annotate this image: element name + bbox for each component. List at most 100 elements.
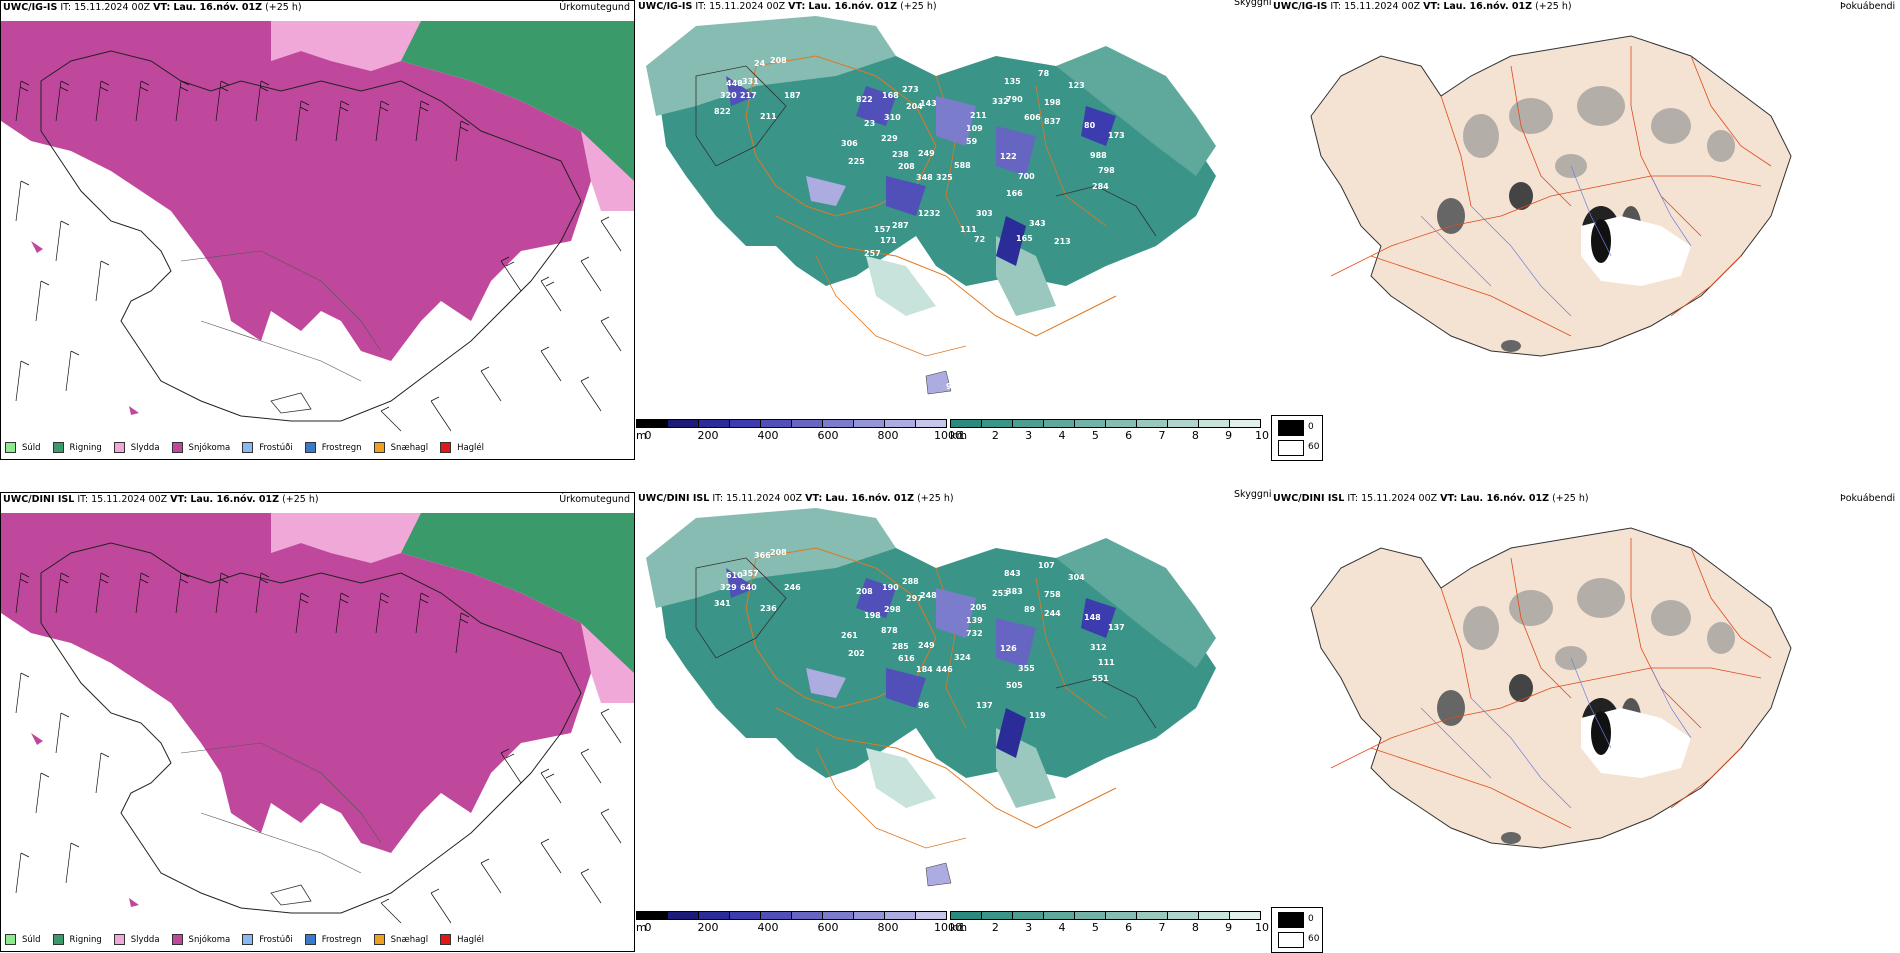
colorbar-tick: 6: [1125, 429, 1133, 442]
legend-swatch: [373, 442, 385, 453]
legend-label: Rigning: [69, 443, 102, 453]
legend-label: Rigning: [69, 935, 102, 945]
cloud-base-label: 198: [864, 611, 881, 620]
cloud-base-label: 238: [892, 150, 909, 159]
cloud-base-label: 298: [884, 605, 901, 614]
colorbar-cell: [1168, 911, 1199, 920]
legend-label: Frostregn: [321, 935, 362, 945]
colorbar-cell: [730, 911, 761, 920]
legend-swatch: [242, 934, 254, 945]
cloud-base-label: 312: [1090, 643, 1107, 652]
colorbar-cell: [792, 419, 823, 428]
cloud-base-label: 96: [918, 701, 930, 710]
visibility-unit: km: [950, 921, 968, 934]
cloud-base-label: 246: [784, 583, 801, 592]
cloud-base-label: 211: [970, 111, 987, 120]
cloud-base-label: 288: [902, 577, 919, 586]
cloud-base-label: 837: [1044, 117, 1061, 126]
panel-variable: Skyggni: [1234, 489, 1272, 500]
cloud-base-label: 303: [976, 209, 993, 218]
colorbar-tick: 4: [1058, 429, 1066, 442]
cloud-base-label: 213: [1054, 237, 1071, 246]
colorbar-tick: 5: [1091, 429, 1099, 442]
cloud-base-label: 111: [1098, 658, 1115, 667]
cloud-base-label: 217: [740, 91, 757, 100]
colorbar-cell: [699, 911, 730, 920]
colorbar-tick: 0: [644, 921, 652, 934]
cloud-base-label: 126: [1000, 644, 1017, 653]
visibility-colorbar: [950, 419, 1261, 428]
colorbar-cell: [668, 911, 699, 920]
cloud-base-label: 168: [882, 91, 899, 100]
cloud-base-label: 790: [1006, 95, 1023, 104]
cloud-base-label: 843: [1004, 569, 1021, 578]
legend-swatch: [171, 442, 183, 453]
colorbar-cell: [885, 911, 916, 920]
cloud-base-label: 187: [784, 91, 801, 100]
cloud-base-label: 208: [770, 548, 787, 557]
colorbar-tick: 9: [1225, 921, 1233, 934]
cloud-base-unit: m: [636, 921, 647, 934]
cloud-base-label: 610: [726, 571, 743, 580]
colorbar-cell: [950, 911, 982, 920]
cloud-base-label: 166: [1006, 189, 1023, 198]
cloud-base-label: 285: [892, 642, 909, 651]
precip-map: [1, 21, 634, 441]
legend-item: Slydda: [113, 934, 160, 945]
colorbar-cell: [761, 419, 792, 428]
colorbar-tick: 7: [1158, 921, 1166, 934]
cloud-base-label: 122: [1000, 152, 1017, 161]
panel-variable: Skyggni: [1234, 0, 1272, 8]
cloud-base-label: 448: [726, 79, 743, 88]
legend-swatch: [171, 934, 183, 945]
colorbar-cell: [950, 419, 982, 428]
cloud-base-label: 184: [916, 665, 933, 674]
colorbar-cell: [1168, 419, 1199, 428]
cloud-base-label: 157: [874, 225, 891, 234]
legend-swatch: [5, 934, 16, 945]
cloud-base-label: 310: [884, 113, 901, 122]
colorbar-tick: 10: [1255, 429, 1269, 442]
cloud-base-label: 135: [1004, 77, 1021, 86]
legend-label: Súld: [22, 443, 41, 453]
precip-map: [1, 513, 634, 933]
legend-label: Snjókoma: [188, 443, 231, 453]
cloud-base-label: 343: [1029, 219, 1046, 228]
cloud-base-label: 505: [1006, 681, 1023, 690]
cloud-base-label: 59: [966, 137, 978, 146]
visibility-ticks: 1 2 3 4 5 6 7 8 9 10: [959, 429, 1270, 443]
colorbar-cell: [916, 911, 947, 920]
colorbar-tick: 400: [757, 429, 779, 442]
colorbar-cell: [1106, 911, 1137, 920]
colorbar-tick: 8: [1191, 921, 1199, 934]
legend-item: Haglél: [440, 934, 484, 945]
cloud-base-label: 822: [856, 95, 873, 104]
colorbar-tick: 2: [991, 429, 999, 442]
legend-label: Frostúði: [259, 443, 293, 453]
cloud-base-label: 383: [1006, 587, 1023, 596]
legend-label: Snæhagl: [390, 443, 429, 453]
colorbar-cell: [636, 419, 668, 428]
cloud-base-label: 229: [881, 134, 898, 143]
cloud-base-label: 148: [1084, 613, 1101, 622]
panel-title: UWC/DINI ISL IT: 15.11.2024 00Z VT: Lau.…: [638, 493, 954, 504]
cloud-base-labels: 448 320 331 217 822 24 208 211 187 822 23 306 225 229…: [714, 56, 1125, 391]
fog-map: [1310, 527, 1792, 849]
fog-map: [1310, 35, 1792, 357]
cloud-base-label: 248: [920, 591, 937, 600]
cloud-base-label: 139: [966, 616, 983, 625]
cloud-base-label: 111: [960, 225, 977, 234]
precip-type-panel: UWC/DINI ISL IT: 15.11.2024 00Z VT: Lau.…: [0, 492, 635, 952]
colorbar-tick: 1000: [934, 921, 962, 934]
forecast-row: UWC/DINI ISL IT: 15.11.2024 00Z VT: Lau.…: [0, 489, 1900, 953]
cloud-base-label: 446: [936, 665, 953, 674]
legend-item: Súld: [5, 934, 41, 945]
colorbar-cell: [982, 911, 1013, 920]
fog-index-panel: UWC/IG-IS IT: 15.11.2024 00Z VT: Lau. 16…: [1271, 0, 1900, 461]
cloud-base-label: 284: [1092, 182, 1109, 191]
cloud-base-label: 204: [906, 102, 923, 111]
legend-swatch: [52, 934, 64, 945]
legend-swatch: [113, 442, 125, 453]
cloud-base-label: 320: [720, 91, 737, 100]
legend-label: Haglél: [457, 443, 485, 453]
